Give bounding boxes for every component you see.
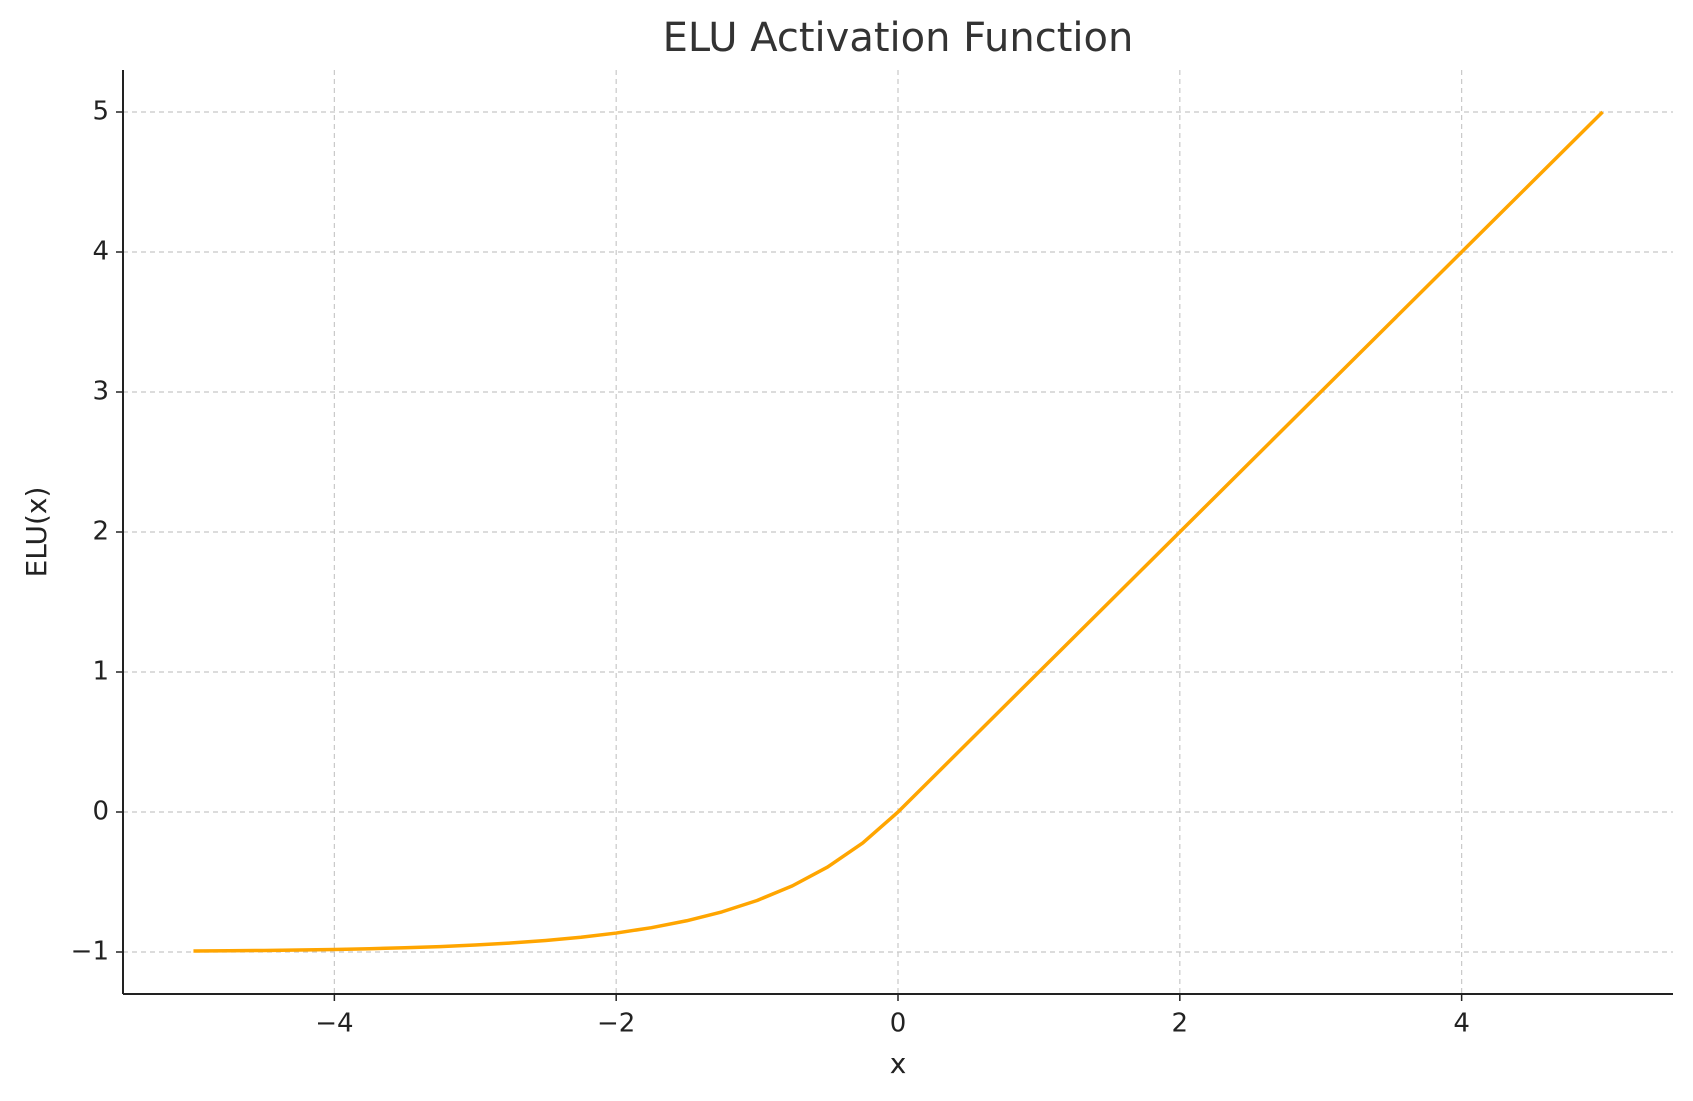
x-tick-label: 0	[890, 1009, 907, 1039]
y-tick-label: 5	[92, 97, 109, 127]
y-tick-label: 1	[92, 657, 109, 687]
y-axis-label: ELU(x)	[20, 487, 53, 578]
y-tick-label: 4	[92, 237, 109, 267]
x-tick-label: −2	[597, 1009, 635, 1039]
y-tick-label: −1	[71, 937, 109, 967]
x-tick-label: 2	[1172, 1009, 1189, 1039]
y-tick-label: 2	[92, 517, 109, 547]
y-tick-label: 3	[92, 377, 109, 407]
line	[193, 110, 1604, 953]
x-axis-label: x	[890, 1047, 907, 1080]
chart-title: ELU Activation Function	[663, 15, 1134, 61]
y-tick-label: 0	[92, 797, 109, 827]
x-tick-label: 4	[1453, 1009, 1470, 1039]
x-tick-label: −4	[315, 1009, 353, 1039]
